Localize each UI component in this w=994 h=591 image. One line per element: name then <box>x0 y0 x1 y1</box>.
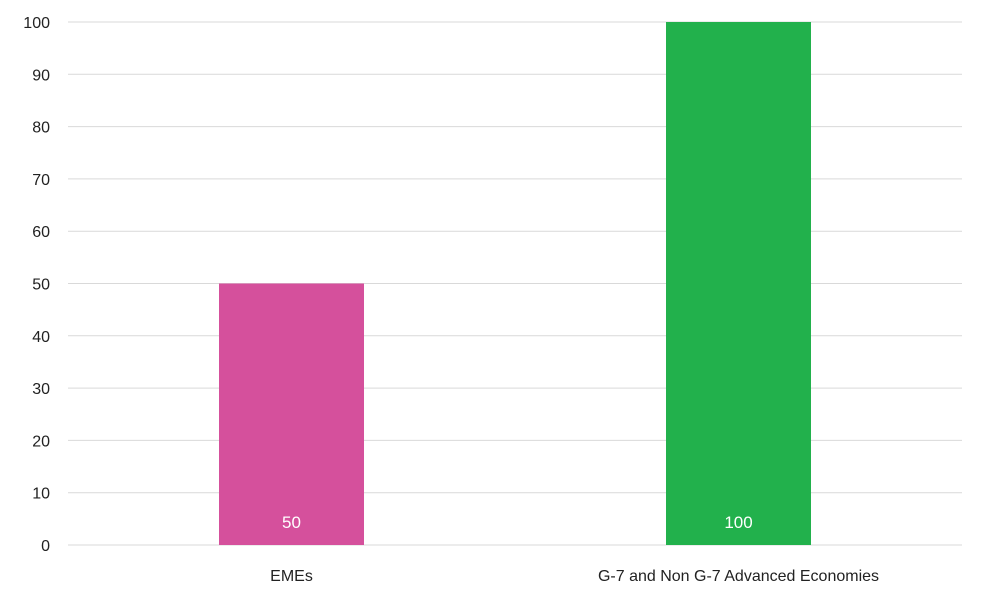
bar-data-label: 50 <box>282 513 301 532</box>
gridlines <box>68 21 962 546</box>
y-tick-label: 30 <box>32 381 50 398</box>
y-tick-label: 60 <box>32 224 50 241</box>
y-tick-label: 50 <box>32 277 50 294</box>
y-tick-label: 80 <box>32 120 50 137</box>
y-tick-label: 10 <box>32 486 50 503</box>
x-tick-label: G-7 and Non G-7 Advanced Economies <box>598 568 879 585</box>
x-axis-tick-labels: EMEs G-7 and Non G-7 Advanced Economies <box>270 568 879 585</box>
y-tick-label: 70 <box>32 172 50 189</box>
y-tick-label: 40 <box>32 329 50 346</box>
y-tick-label: 90 <box>32 67 50 84</box>
data-labels: 50 100 <box>282 513 753 532</box>
bar <box>219 283 364 545</box>
x-tick-label: EMEs <box>270 568 313 585</box>
bars <box>219 22 811 545</box>
y-tick-label: 20 <box>32 433 50 450</box>
y-tick-label: 0 <box>41 538 50 555</box>
y-tick-label: 100 <box>23 15 50 32</box>
y-axis-tick-labels: 0 10 20 30 40 50 60 70 80 90 100 <box>23 15 50 555</box>
bar-data-label: 100 <box>724 513 752 532</box>
bar <box>666 22 811 545</box>
